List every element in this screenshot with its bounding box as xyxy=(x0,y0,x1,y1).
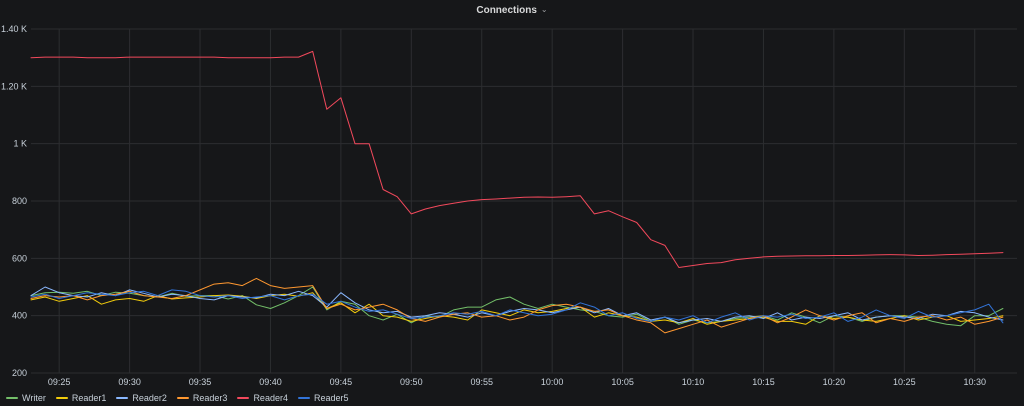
x-tick-label: 10:00 xyxy=(541,377,564,387)
legend-swatch xyxy=(176,396,189,399)
x-tick-label: 09:35 xyxy=(189,377,212,387)
x-tick-label: 09:30 xyxy=(118,377,141,387)
series-line-reader5[interactable] xyxy=(30,289,1004,324)
y-tick-label: 1.20 K xyxy=(1,81,27,91)
x-tick-label: 09:40 xyxy=(259,377,282,387)
chart-series xyxy=(30,50,1004,334)
y-tick-label: 1 K xyxy=(13,139,27,149)
x-tick-label: 09:50 xyxy=(400,377,423,387)
legend-swatch xyxy=(55,396,68,399)
y-tick-label: 600 xyxy=(12,253,27,263)
x-tick-label: 10:20 xyxy=(823,377,846,387)
legend-label: Writer xyxy=(22,392,46,403)
y-tick-label: 200 xyxy=(12,368,27,378)
legend-label: Reader4 xyxy=(253,392,288,403)
legend-item-reader1[interactable]: Reader1 xyxy=(55,392,107,403)
legend-item-reader4[interactable]: Reader4 xyxy=(237,393,288,403)
x-axis-labels: 09:25 09:30 09:35 09:40 09:45 09:50 09:55 10:00… xyxy=(48,377,986,387)
series-line-reader3[interactable] xyxy=(30,277,1004,334)
x-tick-label: 10:10 xyxy=(682,377,705,387)
legend-label: Reader2 xyxy=(132,392,167,403)
panel-title: Connections xyxy=(476,4,537,16)
legend-swatch xyxy=(116,396,129,399)
legend-item-reader2[interactable]: Reader2 xyxy=(116,393,167,403)
x-tick-label: 09:45 xyxy=(330,377,353,387)
legend-label: Reader5 xyxy=(313,392,349,403)
series-line-reader4[interactable] xyxy=(30,50,1004,268)
chart-grid xyxy=(31,28,1017,374)
chevron-down-icon: ⌄ xyxy=(540,5,548,14)
x-tick-label: 10:05 xyxy=(611,377,634,387)
y-tick-label: 400 xyxy=(12,311,27,321)
y-axis-labels: 200 400 600 800 1 K 1.20 K 1.40 K xyxy=(1,24,27,378)
x-tick-label: 10:25 xyxy=(893,377,916,387)
legend-item-writer[interactable]: Writer xyxy=(6,393,46,403)
panel-header: Connections ⌄ xyxy=(0,0,1024,20)
legend-label: Reader3 xyxy=(192,392,228,403)
legend-swatch xyxy=(6,396,18,399)
x-tick-label: 09:25 xyxy=(48,377,71,387)
legend-swatch xyxy=(297,396,310,399)
legend-item-reader5[interactable]: Reader5 xyxy=(297,392,349,403)
x-tick-label: 09:55 xyxy=(470,377,493,387)
y-tick-label: 800 xyxy=(12,196,27,206)
legend-swatch xyxy=(237,396,250,399)
panel-title-menu[interactable]: Connections ⌄ xyxy=(470,3,553,18)
y-tick-label: 1.40 K xyxy=(1,24,27,34)
legend-item-reader3[interactable]: Reader3 xyxy=(176,392,228,403)
chart-legend: Writer Reader1 Reader2 Reader3 Reader4 Reader… xyxy=(6,391,349,404)
legend-label: Reader1 xyxy=(71,392,107,403)
series-line-reader2[interactable] xyxy=(30,286,1004,324)
series-line-writer[interactable] xyxy=(30,286,1004,327)
x-tick-label: 10:30 xyxy=(963,377,986,387)
x-tick-label: 10:15 xyxy=(752,377,775,387)
